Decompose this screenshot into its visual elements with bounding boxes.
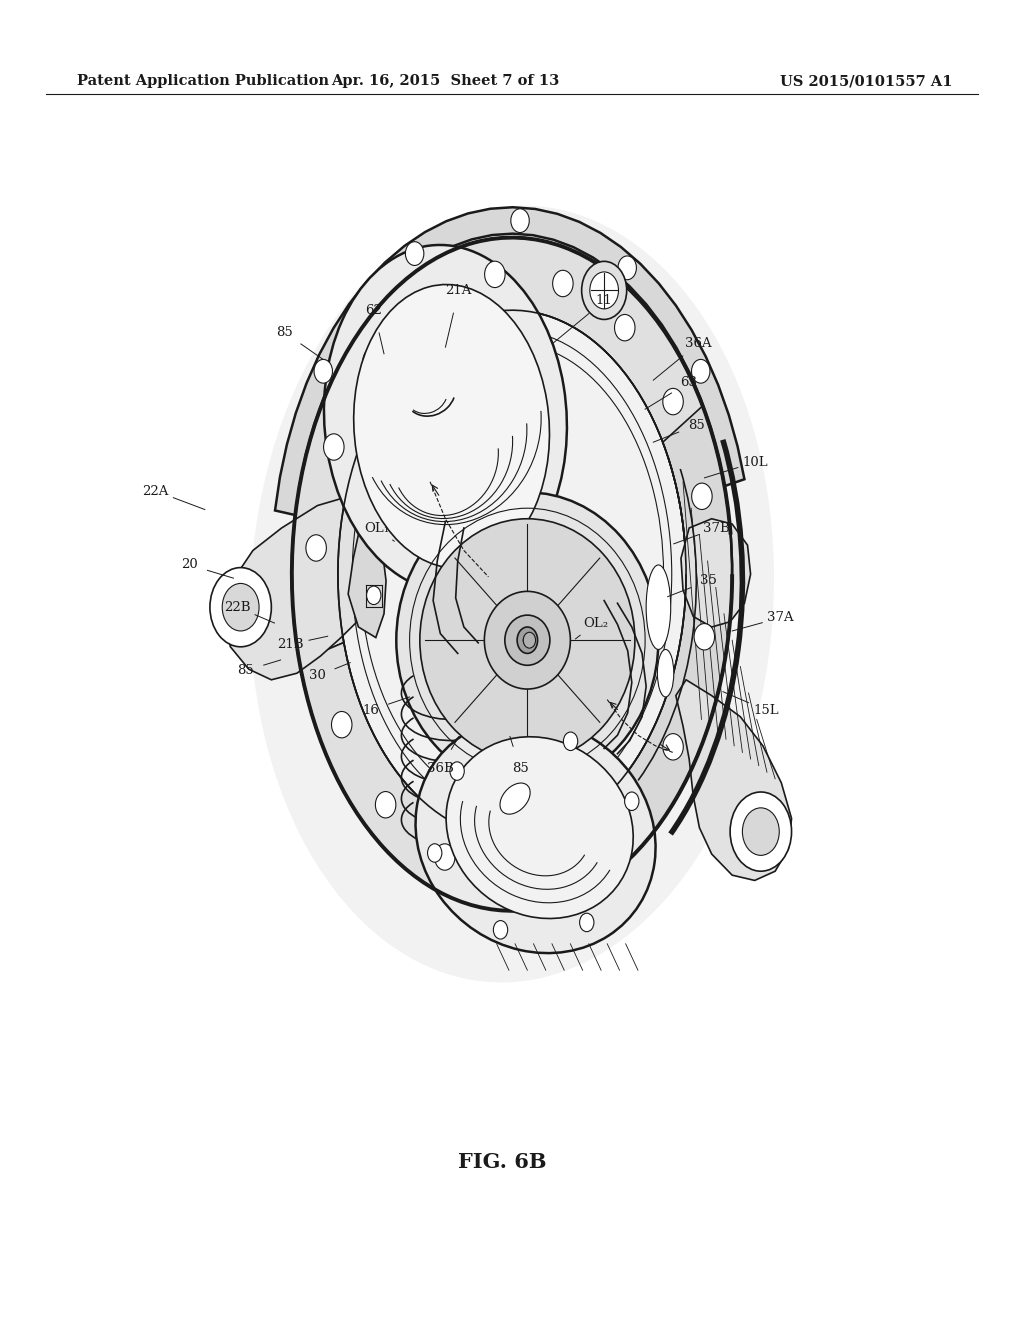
Circle shape: [362, 348, 383, 375]
Text: 85: 85: [688, 418, 705, 432]
Text: 85: 85: [512, 762, 528, 775]
Polygon shape: [681, 519, 751, 627]
Ellipse shape: [324, 246, 567, 591]
Circle shape: [210, 568, 271, 647]
Text: 85: 85: [238, 664, 254, 677]
Circle shape: [523, 632, 536, 648]
Circle shape: [511, 209, 529, 232]
Text: 36B: 36B: [427, 762, 454, 775]
Circle shape: [617, 256, 637, 280]
Circle shape: [614, 314, 635, 341]
Circle shape: [580, 913, 594, 932]
Text: 85: 85: [276, 326, 293, 339]
Ellipse shape: [484, 591, 570, 689]
Polygon shape: [348, 524, 386, 638]
Text: FIG. 6B: FIG. 6B: [458, 1151, 546, 1172]
Text: 62: 62: [366, 304, 382, 317]
Polygon shape: [275, 207, 744, 515]
Text: 21A: 21A: [445, 284, 472, 297]
Circle shape: [484, 261, 505, 288]
Circle shape: [332, 711, 352, 738]
Text: 16: 16: [362, 704, 379, 717]
Polygon shape: [299, 643, 653, 911]
Circle shape: [419, 288, 439, 314]
Text: 20: 20: [181, 558, 198, 572]
Text: 15L: 15L: [753, 704, 779, 717]
Circle shape: [691, 483, 712, 510]
Circle shape: [563, 733, 578, 751]
Text: 11: 11: [596, 294, 612, 308]
Text: OL₂: OL₂: [584, 616, 608, 630]
Circle shape: [376, 792, 396, 818]
Polygon shape: [222, 495, 366, 680]
Circle shape: [694, 623, 715, 649]
Circle shape: [306, 535, 327, 561]
Text: 36A: 36A: [685, 337, 712, 350]
Circle shape: [519, 861, 540, 887]
Circle shape: [517, 627, 538, 653]
Text: 21B: 21B: [278, 638, 304, 651]
Ellipse shape: [646, 565, 671, 649]
Circle shape: [600, 821, 621, 847]
Text: 37A: 37A: [767, 611, 794, 624]
Text: 10L: 10L: [742, 455, 769, 469]
Ellipse shape: [500, 783, 530, 814]
Ellipse shape: [396, 492, 658, 788]
Circle shape: [553, 271, 573, 297]
Text: 30: 30: [309, 669, 326, 682]
Text: 22B: 22B: [224, 601, 251, 614]
Ellipse shape: [505, 615, 550, 665]
Circle shape: [434, 843, 455, 870]
Circle shape: [406, 242, 424, 265]
Polygon shape: [676, 680, 792, 880]
Circle shape: [450, 762, 464, 780]
Polygon shape: [624, 407, 732, 832]
Circle shape: [663, 734, 683, 760]
Circle shape: [367, 586, 381, 605]
Circle shape: [324, 434, 344, 461]
Ellipse shape: [250, 206, 774, 982]
Circle shape: [582, 261, 627, 319]
Ellipse shape: [416, 718, 655, 953]
Text: Patent Application Publication: Patent Application Publication: [77, 74, 329, 88]
Circle shape: [742, 808, 779, 855]
Circle shape: [428, 843, 442, 862]
Text: 22A: 22A: [142, 484, 169, 498]
Ellipse shape: [420, 519, 635, 762]
Circle shape: [222, 583, 259, 631]
Text: 63: 63: [680, 376, 696, 389]
Text: 35: 35: [700, 574, 717, 587]
Ellipse shape: [446, 737, 633, 919]
Circle shape: [625, 792, 639, 810]
Circle shape: [590, 272, 618, 309]
Circle shape: [691, 359, 710, 383]
Text: Apr. 16, 2015  Sheet 7 of 13: Apr. 16, 2015 Sheet 7 of 13: [332, 74, 559, 88]
Ellipse shape: [353, 285, 550, 568]
Text: 37B: 37B: [703, 521, 730, 535]
Circle shape: [663, 388, 683, 414]
Circle shape: [494, 920, 508, 939]
Circle shape: [314, 359, 333, 383]
Circle shape: [523, 635, 531, 645]
Text: US 2015/0101557 A1: US 2015/0101557 A1: [780, 74, 952, 88]
Text: OL₁: OL₁: [365, 521, 389, 535]
Circle shape: [730, 792, 792, 871]
Ellipse shape: [657, 649, 674, 697]
Polygon shape: [292, 238, 730, 661]
